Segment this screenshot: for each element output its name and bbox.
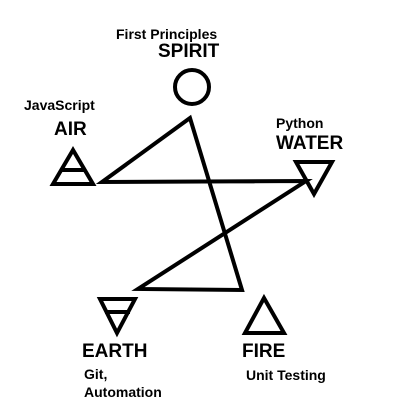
earth-subtitle-line1: Git, xyxy=(84,366,108,382)
circle-icon xyxy=(173,68,211,106)
fire-label: FIRE xyxy=(242,341,286,362)
water-triangle-icon xyxy=(292,160,336,199)
water-label: WATER xyxy=(276,133,344,154)
earth-subtitle-line2: Automation xyxy=(84,384,162,400)
air-subtitle: JavaScript xyxy=(24,97,95,113)
earth-label: EARTH xyxy=(82,341,148,362)
fire-subtitle: Unit Testing xyxy=(246,367,326,383)
fire-triangle-icon xyxy=(241,293,288,335)
air-label: AIR xyxy=(54,119,87,140)
air-triangle-icon xyxy=(49,146,97,186)
earth-triangle-icon xyxy=(96,297,139,338)
spirit-label: SPIRIT xyxy=(158,41,220,62)
pentagram-star xyxy=(95,114,313,293)
spirit-subtitle: First Principles xyxy=(116,26,218,42)
water-subtitle: Python xyxy=(276,115,324,131)
